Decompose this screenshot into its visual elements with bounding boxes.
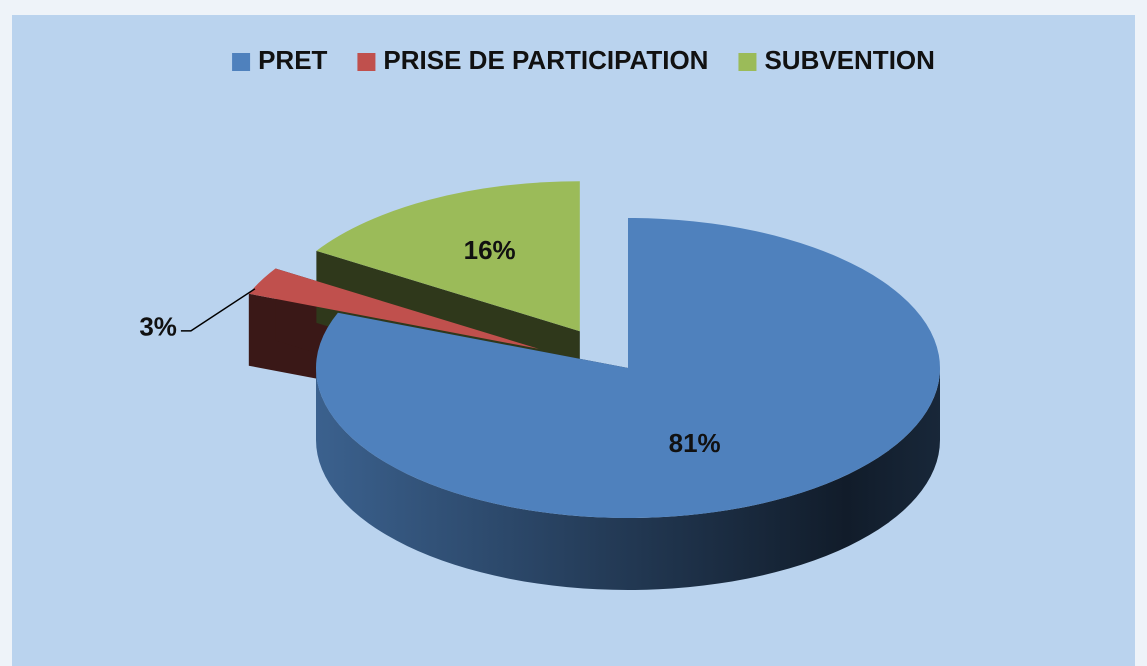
legend-swatch: [232, 53, 251, 71]
leader-line: [180, 288, 256, 332]
data-label: 81%: [669, 428, 721, 458]
legend: PRET PRISE DE PARTICIPATION SUBVENTION: [232, 45, 935, 75]
legend-swatch: [738, 53, 757, 71]
legend-label: PRISE DE PARTICIPATION: [383, 45, 708, 75]
data-label: 3%: [139, 312, 177, 342]
slice: [248, 268, 539, 349]
legend-label: PRET: [258, 45, 327, 75]
legend-swatch: [357, 53, 376, 71]
slice: [316, 181, 580, 332]
slice-side: [316, 368, 940, 590]
slice: [315, 218, 940, 519]
plot: 81% 3% 16%: [139, 181, 940, 590]
data-label: 16%: [464, 235, 516, 265]
legend-label: SUBVENTION: [764, 45, 934, 75]
